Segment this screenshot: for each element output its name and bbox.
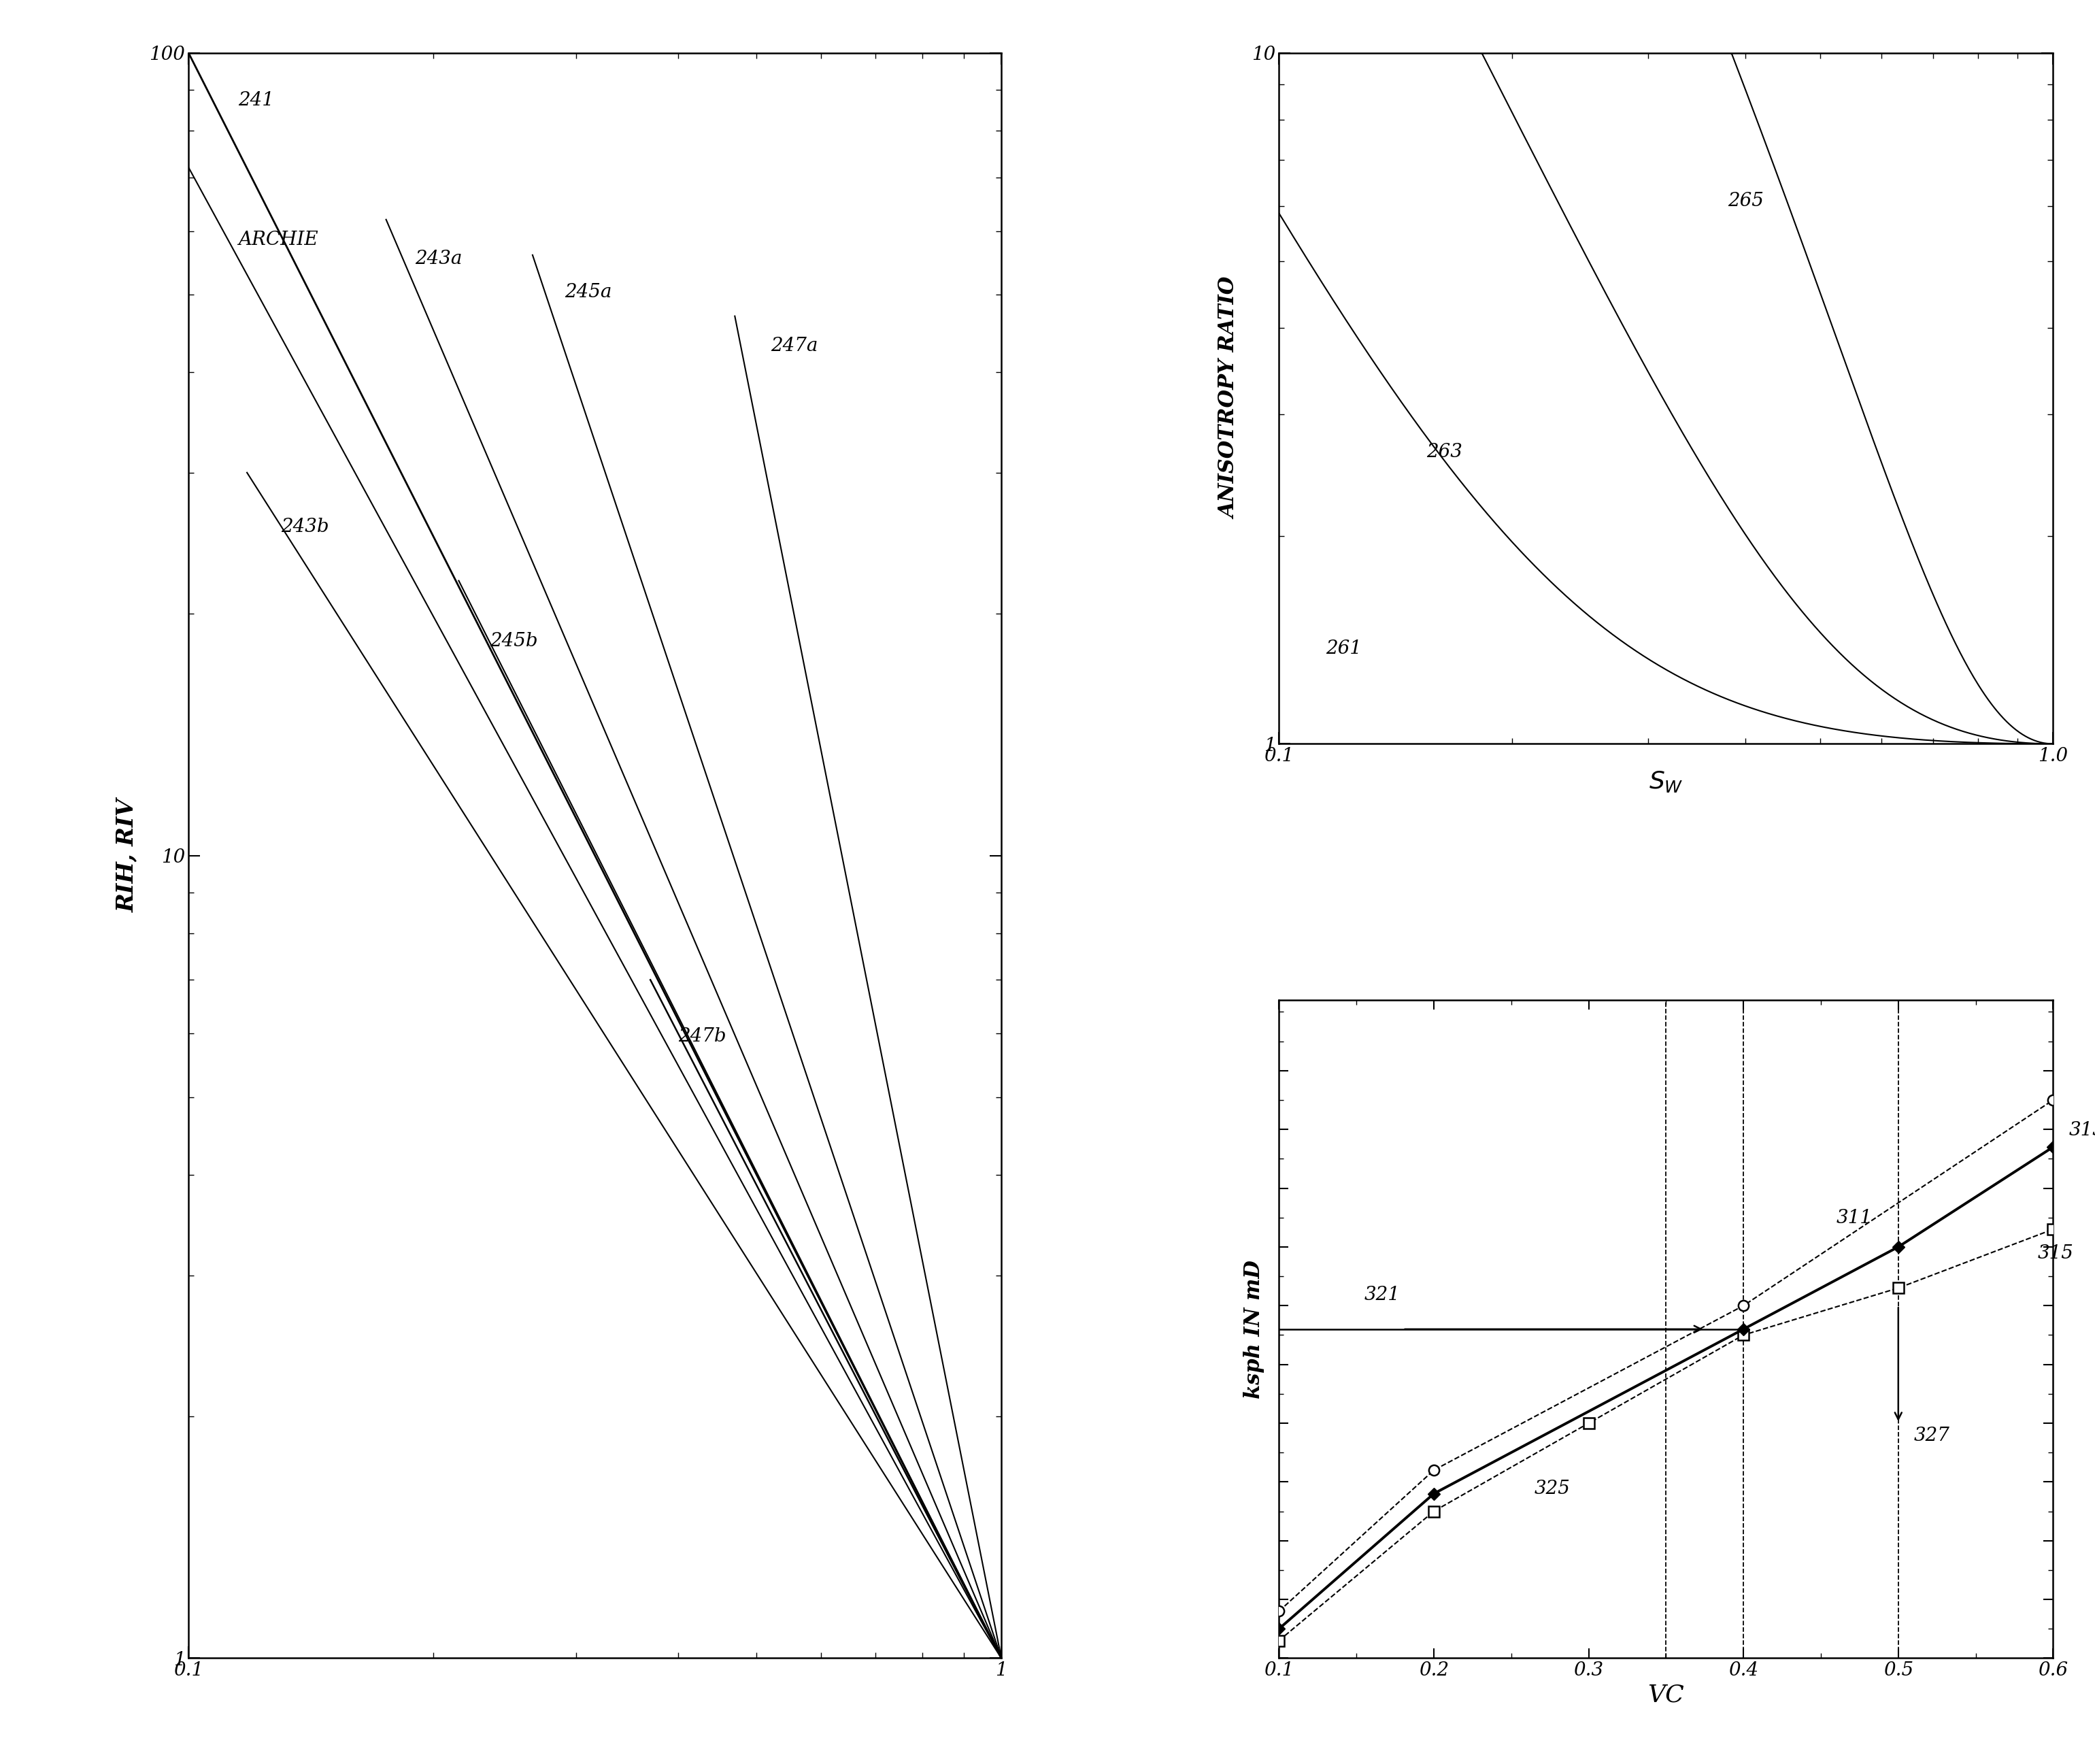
Text: 243b: 243b xyxy=(281,519,329,536)
Text: 313: 313 xyxy=(2068,1120,2095,1140)
Text: 247a: 247a xyxy=(771,337,817,355)
Text: 311: 311 xyxy=(1837,1208,1873,1228)
Text: 247b: 247b xyxy=(679,1027,727,1046)
Text: 265: 265 xyxy=(1728,192,1764,210)
Text: 327: 327 xyxy=(1913,1427,1950,1445)
Text: 245a: 245a xyxy=(564,284,612,302)
Y-axis label: RIH, RIV: RIH, RIV xyxy=(115,799,138,912)
Text: 315: 315 xyxy=(2038,1244,2074,1263)
Text: 245b: 245b xyxy=(490,632,538,651)
Text: 325: 325 xyxy=(1534,1480,1571,1498)
Text: 261: 261 xyxy=(1326,640,1362,658)
X-axis label: $\mathit{S_W}$: $\mathit{S_W}$ xyxy=(1649,769,1682,794)
Y-axis label: ANISOTROPY RATIO: ANISOTROPY RATIO xyxy=(1219,277,1240,519)
Text: ARCHIE: ARCHIE xyxy=(239,231,318,249)
Text: 263: 263 xyxy=(1427,443,1462,460)
X-axis label: VC: VC xyxy=(1649,1683,1684,1708)
Y-axis label: ksph IN mD: ksph IN mD xyxy=(1244,1259,1265,1399)
Text: 241: 241 xyxy=(239,92,274,109)
Text: 243a: 243a xyxy=(415,249,463,268)
Text: 321: 321 xyxy=(1364,1286,1399,1304)
